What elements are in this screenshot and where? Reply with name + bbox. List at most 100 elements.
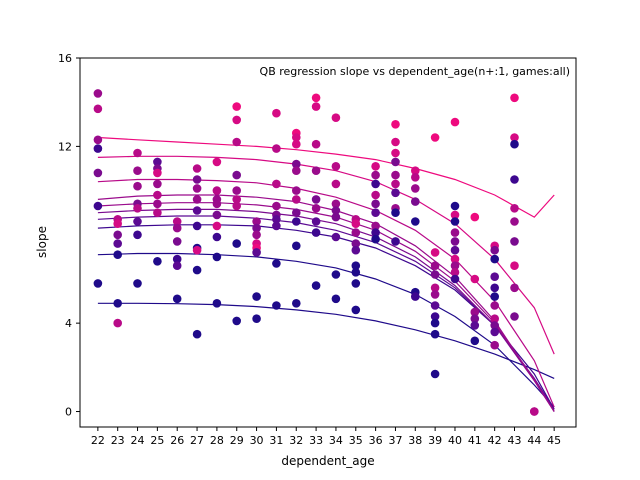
y-axis: 0 4 12 16	[58, 52, 80, 419]
data-point	[411, 166, 420, 175]
data-point	[490, 327, 500, 337]
y-tick-label: 12	[58, 140, 72, 153]
data-point	[391, 137, 400, 147]
x-tick-label: 27	[190, 434, 204, 447]
data-point	[411, 173, 420, 182]
y-tick-label: 0	[65, 406, 72, 419]
data-point	[331, 294, 341, 304]
data-point	[292, 299, 301, 308]
data-point	[192, 221, 202, 231]
data-point	[192, 164, 202, 173]
data-point	[391, 179, 400, 189]
data-point	[292, 195, 301, 204]
data-point	[351, 305, 361, 315]
x-tick-label: 31	[269, 434, 283, 447]
data-point	[510, 261, 519, 271]
data-point	[450, 274, 460, 284]
data-point	[510, 312, 519, 321]
data-point	[133, 279, 142, 288]
data-point	[272, 108, 281, 118]
data-point	[530, 407, 539, 416]
x-tick-label: 30	[250, 434, 264, 447]
x-tick-label: 28	[210, 434, 224, 447]
data-point	[212, 186, 222, 195]
data-point	[272, 215, 281, 224]
data-point	[212, 199, 222, 209]
data-point	[252, 292, 261, 301]
data-point	[391, 188, 400, 198]
data-point	[93, 144, 103, 153]
data-point	[450, 210, 460, 220]
data-point	[391, 170, 400, 180]
data-point	[252, 223, 261, 233]
data-point	[430, 270, 440, 279]
data-point	[510, 237, 519, 246]
data-point	[113, 239, 122, 248]
data-point	[93, 168, 103, 178]
data-point	[371, 199, 380, 209]
data-point	[292, 186, 301, 195]
data-point	[371, 221, 380, 231]
data-point	[232, 186, 241, 195]
data-point	[331, 206, 341, 215]
data-point	[331, 212, 341, 222]
data-point	[133, 148, 142, 158]
fit-curve-7	[97, 178, 555, 408]
data-point	[133, 217, 142, 226]
data-point	[430, 318, 440, 328]
data-point	[232, 316, 241, 326]
data-point	[510, 283, 519, 293]
data-point	[212, 157, 222, 167]
data-point	[172, 217, 182, 226]
data-point	[133, 181, 142, 191]
data-point	[490, 314, 500, 324]
data-point	[450, 245, 460, 255]
data-point	[252, 248, 261, 257]
data-point	[192, 245, 202, 255]
data-point	[430, 261, 440, 271]
data-point	[470, 336, 480, 346]
data-point	[272, 259, 281, 268]
x-tick-label: 22	[91, 434, 105, 447]
data-point	[430, 133, 440, 142]
chart-title: QB regression slope vs dependent_age(n+:…	[260, 65, 570, 78]
data-point	[510, 175, 519, 184]
data-point	[93, 104, 103, 114]
data-point	[510, 217, 519, 226]
y-tick-label: 16	[58, 52, 72, 65]
data-point	[450, 117, 460, 127]
data-point	[311, 166, 321, 175]
data-point	[153, 168, 162, 178]
data-point	[331, 232, 341, 242]
data-point	[331, 179, 341, 189]
x-axis: 22 23 24 25 26 27 28 29 30 31 32 33 34 35 36 37 38 39 40 41…	[91, 427, 561, 447]
data-point	[430, 283, 440, 293]
data-point	[470, 314, 480, 324]
x-tick-label: 45	[547, 434, 561, 447]
data-point	[153, 157, 162, 167]
data-point	[133, 166, 142, 175]
x-tick-label: 34	[329, 434, 343, 447]
data-point	[331, 162, 341, 171]
data-point	[391, 208, 400, 217]
data-point	[351, 228, 361, 237]
data-point	[311, 281, 321, 290]
data-point	[411, 292, 420, 301]
data-point	[212, 232, 222, 242]
data-point	[391, 237, 400, 246]
data-point	[311, 195, 321, 204]
x-tick-label: 39	[428, 434, 442, 447]
data-point	[232, 239, 241, 248]
data-point	[391, 120, 400, 129]
data-point	[490, 254, 500, 264]
data-point	[212, 221, 222, 231]
data-point	[470, 321, 480, 330]
data-point	[371, 228, 380, 237]
data-point	[93, 135, 103, 145]
x-tick-label: 32	[289, 434, 303, 447]
data-point	[192, 184, 202, 193]
data-point	[252, 230, 261, 240]
data-point	[510, 204, 519, 213]
data-point	[113, 299, 122, 308]
data-point	[272, 144, 281, 153]
